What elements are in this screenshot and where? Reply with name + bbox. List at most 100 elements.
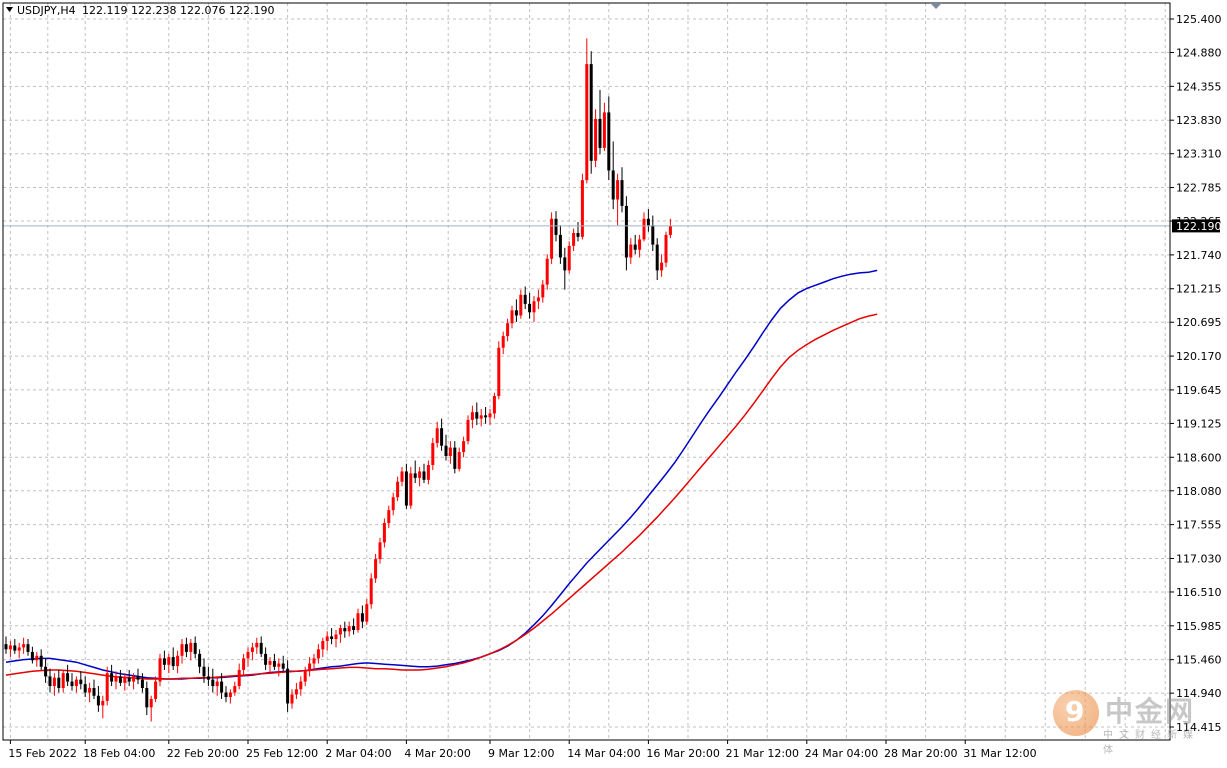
candle-body xyxy=(470,412,474,420)
candle-body xyxy=(8,645,12,650)
candle-body xyxy=(136,676,140,680)
candle-body xyxy=(123,677,127,683)
candle xyxy=(215,677,219,696)
y-tick-label: 123.310 xyxy=(1176,148,1222,161)
candle xyxy=(114,671,118,690)
candle xyxy=(259,636,263,658)
candle xyxy=(576,222,580,242)
candle-body xyxy=(580,180,584,237)
candle xyxy=(171,647,175,670)
candle xyxy=(660,254,664,277)
candle xyxy=(255,637,259,654)
chart-shift-marker-icon[interactable] xyxy=(930,3,942,9)
candle-body xyxy=(440,428,444,446)
candle-body xyxy=(646,218,650,226)
candle-body xyxy=(563,257,567,271)
candle xyxy=(492,392,496,419)
candle-body xyxy=(70,681,74,687)
candle xyxy=(30,646,34,664)
candle-body xyxy=(215,681,219,687)
candle-body xyxy=(167,657,171,665)
candle xyxy=(8,640,12,658)
candle-body xyxy=(453,447,457,469)
candle-body xyxy=(237,669,241,687)
candle-body xyxy=(233,686,237,693)
candle xyxy=(57,669,61,693)
candle-body xyxy=(356,613,360,631)
candle xyxy=(655,238,659,281)
candle xyxy=(360,605,364,629)
candle xyxy=(325,631,329,651)
candle xyxy=(66,664,70,687)
candle-body xyxy=(519,294,523,316)
candle-body xyxy=(567,245,571,271)
candle xyxy=(281,655,285,672)
candle xyxy=(176,650,180,674)
candle-body xyxy=(316,649,320,659)
candle xyxy=(594,109,598,168)
candle-body xyxy=(312,658,316,664)
candle xyxy=(484,406,488,424)
candle xyxy=(22,637,26,654)
candle-body xyxy=(651,225,655,245)
candle xyxy=(237,663,241,690)
candle-body xyxy=(462,441,466,453)
candle-body xyxy=(418,471,422,478)
candle xyxy=(123,673,127,691)
candle-body xyxy=(118,676,122,683)
candle xyxy=(132,673,136,690)
x-tick-label: 21 Mar 12:00 xyxy=(726,747,799,760)
y-tick-label: 114.415 xyxy=(1176,721,1222,734)
candle-body xyxy=(334,634,338,640)
candle-body xyxy=(642,218,646,240)
candle-body xyxy=(532,301,536,313)
candle xyxy=(162,650,166,670)
candle xyxy=(369,573,373,609)
candle-body xyxy=(444,445,448,456)
candle xyxy=(413,460,417,484)
candle xyxy=(268,657,272,674)
candle-body xyxy=(228,692,232,698)
candle-body xyxy=(211,679,215,687)
candle xyxy=(206,666,210,687)
candle-body xyxy=(510,310,514,324)
candle-body xyxy=(391,497,395,511)
candle xyxy=(598,89,602,155)
ohlc-values: 122.119 122.238 122.076 122.190 xyxy=(82,4,274,17)
candle-body xyxy=(422,471,426,480)
candle xyxy=(580,173,584,240)
watermark: 9 中金网 中文财经新媒体 xyxy=(1053,690,1213,756)
candle xyxy=(616,173,620,226)
candle-body xyxy=(250,647,254,652)
candle-body xyxy=(633,244,637,250)
x-axis: 15 Feb 2022 18 Feb 04:00 22 Feb 20:00 25 Fe… xyxy=(8,740,1037,760)
candle-body xyxy=(206,676,210,680)
candle-body xyxy=(145,688,149,708)
candle xyxy=(352,618,356,635)
candle xyxy=(426,460,430,485)
candle xyxy=(343,621,347,638)
candle xyxy=(457,447,461,472)
candle-body xyxy=(132,676,136,682)
candle xyxy=(462,436,466,458)
candle-body xyxy=(550,218,554,259)
candle xyxy=(633,234,637,255)
candle-body xyxy=(325,636,329,641)
candle-body xyxy=(66,673,70,682)
candle xyxy=(242,653,246,677)
candle xyxy=(136,668,140,685)
candle xyxy=(167,653,171,674)
candle xyxy=(532,296,536,322)
candle-body xyxy=(114,676,118,682)
dropdown-triangle-icon[interactable] xyxy=(6,7,13,12)
candle-body xyxy=(585,64,589,181)
candles xyxy=(4,38,672,722)
candle xyxy=(110,664,114,687)
candle-body xyxy=(26,644,30,652)
y-tick-label: 119.645 xyxy=(1176,384,1222,397)
candle-body xyxy=(105,673,109,701)
candle xyxy=(466,415,470,445)
candle-body xyxy=(338,628,342,635)
